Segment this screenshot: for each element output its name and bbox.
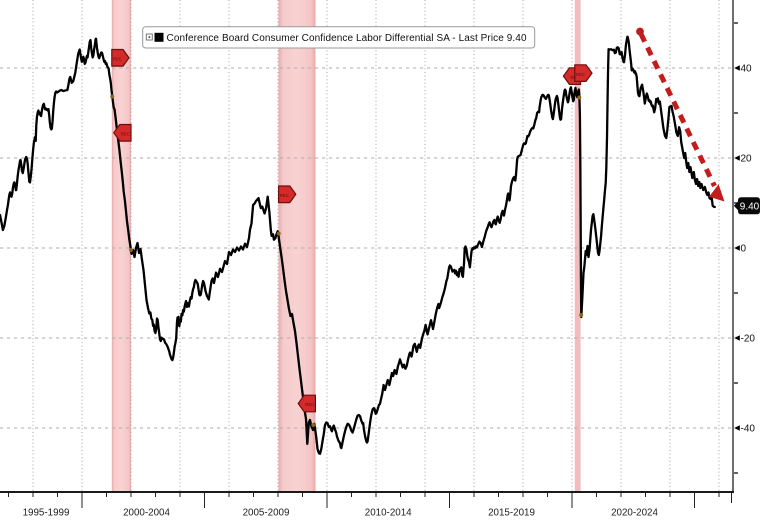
svg-text:REC: REC bbox=[576, 72, 585, 77]
svg-text:2005-2009: 2005-2009 bbox=[243, 508, 290, 519]
svg-text:REC: REC bbox=[113, 57, 122, 62]
svg-text:20: 20 bbox=[741, 154, 753, 165]
svg-text:9.40: 9.40 bbox=[740, 202, 760, 213]
svg-text:-40: -40 bbox=[741, 424, 756, 435]
svg-text:REC: REC bbox=[121, 132, 130, 137]
svg-text:Conference Board Consumer Conf: Conference Board Consumer Confidence Lab… bbox=[167, 33, 527, 44]
svg-text:2015-2019: 2015-2019 bbox=[488, 508, 535, 519]
svg-text:0: 0 bbox=[741, 244, 747, 255]
svg-text:2010-2014: 2010-2014 bbox=[365, 508, 412, 519]
svg-text:REC: REC bbox=[305, 402, 314, 407]
svg-text:-20: -20 bbox=[741, 334, 756, 345]
svg-text:REC: REC bbox=[280, 193, 289, 198]
svg-text:2000-2004: 2000-2004 bbox=[123, 508, 170, 519]
svg-text:1995-1999: 1995-1999 bbox=[23, 508, 70, 519]
svg-text:40: 40 bbox=[741, 64, 753, 75]
svg-text:2020-2024: 2020-2024 bbox=[611, 508, 658, 519]
